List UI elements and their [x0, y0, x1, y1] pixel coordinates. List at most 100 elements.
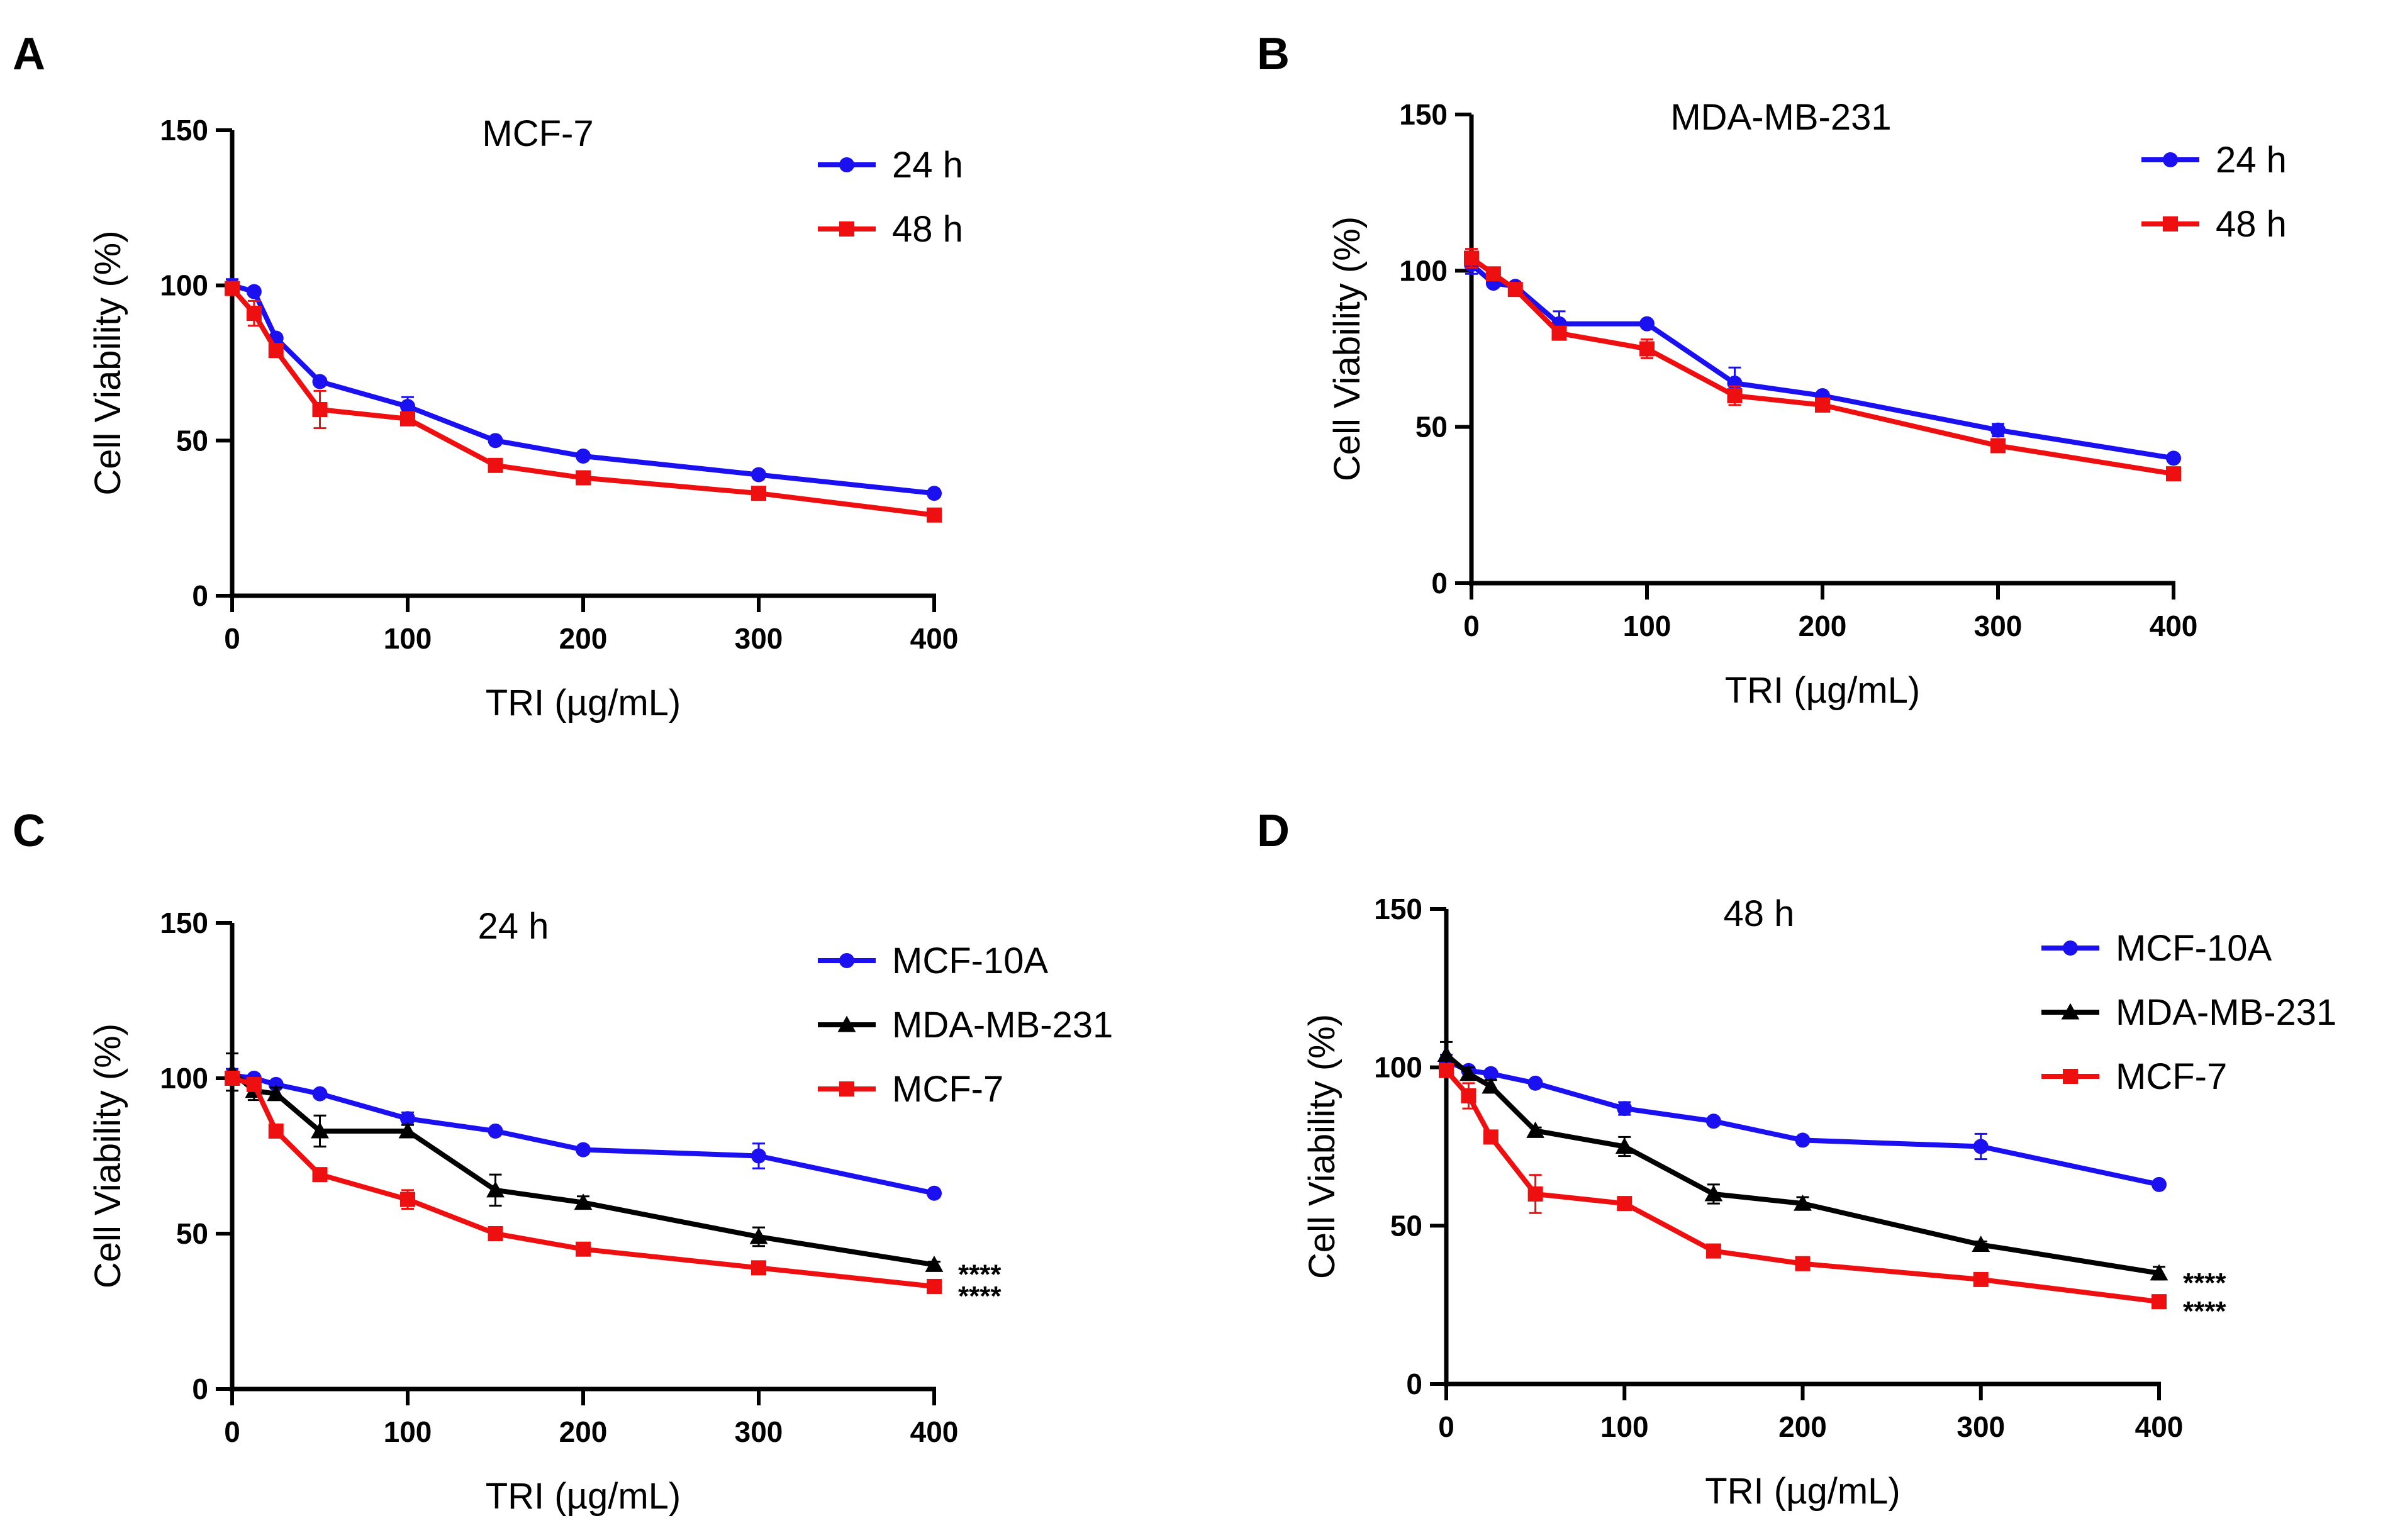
chart-panel-a: A 0 50 100 150 0 100 200 300 400 TRI (µg/mL) Cell V… — [13, 29, 963, 723]
y-axis-title: Cell Viability (%) — [87, 1024, 128, 1288]
data-point — [1617, 1196, 1633, 1212]
y-axis-title: Cell Viability (%) — [87, 230, 128, 495]
data-point — [1461, 1088, 1476, 1103]
y-tick-label: 0 — [192, 1373, 208, 1405]
chart-panel-c: C 0 50 100 150 0 100 200 300 400 TRI (µg/mL) Cell V… — [13, 806, 1113, 1517]
data-point — [1639, 316, 1655, 332]
x-tick-label: 400 — [910, 622, 959, 655]
chart-panel-d: D 0 50 100 150 0 100 200 300 400 TRI (µg/mL) Cell V… — [1257, 806, 2336, 1512]
data-point — [751, 1260, 766, 1276]
legend-label: 48 h — [2216, 204, 2287, 245]
legend-label: MCF-10A — [2116, 928, 2272, 969]
y-tick-label: 100 — [1374, 1051, 1422, 1084]
data-point — [488, 433, 503, 449]
significance-label: **** — [2183, 1268, 2226, 1298]
y-tick-label: 100 — [1399, 254, 1448, 287]
x-tick-label: 0 — [224, 1415, 240, 1448]
legend-marker — [2063, 940, 2078, 956]
panel-letter-a: A — [13, 29, 45, 79]
x-axis-title: TRI (µg/mL) — [1705, 1471, 1900, 1512]
panel-letter-d: D — [1257, 806, 1290, 856]
data-point — [312, 374, 328, 389]
y-tick-label: 50 — [176, 424, 208, 457]
data-point — [2150, 1264, 2168, 1281]
x-tick-label: 300 — [735, 622, 783, 655]
chart-panel-b: B 0 50 100 150 0 100 200 300 400 TRI (µg/mL) Cell V… — [1257, 29, 2287, 711]
series-mcf-7 — [225, 1071, 942, 1294]
data-point — [751, 1148, 766, 1164]
legend-marker — [2063, 1069, 2078, 1084]
series-48-h — [1464, 248, 2181, 482]
data-point — [751, 467, 766, 483]
data-point — [927, 486, 942, 501]
data-point — [1727, 388, 1743, 403]
legend-label: 48 h — [892, 209, 963, 250]
x-tick-label: 0 — [1438, 1410, 1454, 1443]
data-point — [927, 507, 942, 523]
data-point — [488, 1123, 503, 1139]
legend-marker — [837, 1015, 856, 1032]
data-point — [400, 411, 415, 427]
legend-label: 24 h — [2216, 140, 2287, 181]
data-point — [1483, 1129, 1499, 1145]
series-mcf-7 — [1439, 1063, 2167, 1310]
chart-title: MDA-MB-231 — [1670, 97, 1891, 138]
data-point — [1990, 438, 2006, 454]
x-tick-label: 400 — [2135, 1410, 2184, 1443]
x-tick-label: 400 — [2150, 610, 2198, 642]
series-line — [1445, 1058, 2160, 1187]
data-point — [312, 1167, 328, 1183]
legend-entry: MCF-10A — [2041, 928, 2272, 969]
y-tick-label: 0 — [1431, 567, 1448, 600]
y-tick-label: 50 — [1390, 1209, 1422, 1242]
data-point — [1615, 1137, 1634, 1154]
data-point — [576, 449, 591, 464]
legend-entry: 24 h — [2141, 140, 2287, 181]
data-point — [1437, 1046, 1456, 1063]
data-point — [1794, 1194, 1812, 1211]
chart-title: 24 h — [478, 906, 549, 947]
data-point — [225, 281, 240, 296]
data-point — [311, 1122, 329, 1139]
series-mda-mb-231 — [223, 1052, 944, 1272]
data-point — [1526, 1121, 1545, 1138]
data-point — [925, 1256, 944, 1272]
x-axis-title: TRI (µg/mL) — [486, 1476, 681, 1517]
data-point — [576, 1142, 591, 1158]
legend-entry: MCF-10A — [818, 940, 1048, 981]
chart-title: 48 h — [1724, 893, 1795, 934]
data-point — [1439, 1063, 1454, 1078]
x-axis-title: TRI (µg/mL) — [1725, 670, 1921, 711]
x-tick-label: 300 — [1956, 1410, 2005, 1443]
y-tick-label: 50 — [176, 1217, 208, 1250]
data-point — [1617, 1101, 1633, 1117]
significance-label: **** — [958, 1259, 1002, 1290]
x-tick-label: 200 — [559, 622, 608, 655]
data-point — [1705, 1113, 1721, 1129]
series-line — [1470, 262, 2174, 461]
x-tick-label: 400 — [910, 1415, 959, 1448]
x-tick-label: 200 — [559, 1415, 608, 1448]
significance-label: **** — [958, 1281, 1002, 1312]
legend-entry: 24 h — [818, 145, 963, 186]
x-tick-label: 0 — [1463, 610, 1480, 642]
y-axis-title: Cell Viability (%) — [1302, 1014, 1342, 1279]
data-point — [576, 1241, 591, 1257]
legend-label: MCF-10A — [892, 940, 1048, 981]
x-tick-label: 100 — [384, 622, 432, 655]
legend-entry: 48 h — [2141, 204, 2287, 245]
legend-label: MDA-MB-231 — [2116, 992, 2336, 1033]
legend-entry: 48 h — [818, 209, 963, 250]
series-48-h — [225, 281, 942, 523]
data-point — [751, 486, 766, 501]
significance-label: **** — [2183, 1296, 2226, 1327]
data-point — [312, 1086, 328, 1102]
legend-marker — [839, 221, 854, 237]
legend-marker — [839, 953, 854, 968]
data-point — [246, 1076, 262, 1092]
data-point — [488, 1226, 503, 1241]
legend-entry: MDA-MB-231 — [818, 1005, 1113, 1046]
legend-label: MCF-7 — [2116, 1056, 2227, 1097]
data-point — [1485, 266, 1501, 282]
data-point — [1972, 1236, 1990, 1253]
